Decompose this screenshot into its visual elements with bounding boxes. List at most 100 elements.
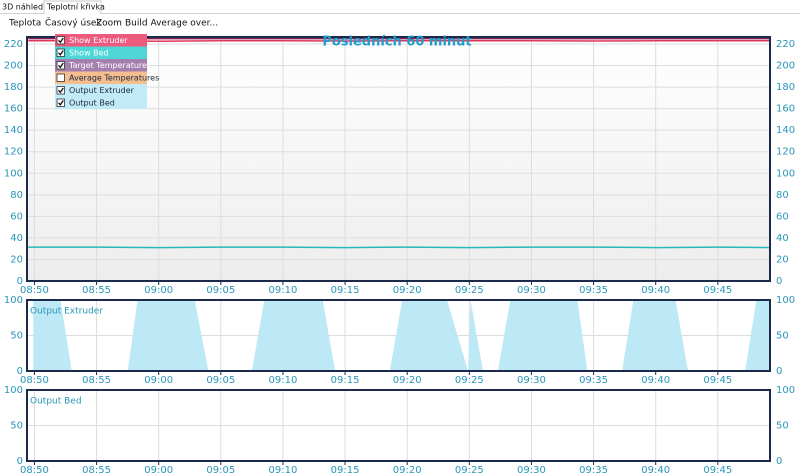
y-tick-label: 200 bbox=[4, 61, 23, 72]
check-mark bbox=[58, 37, 64, 44]
legend-swatch bbox=[55, 34, 147, 47]
x-tick-label: 09:25 bbox=[455, 375, 484, 386]
y-tick-label: 0 bbox=[17, 276, 23, 287]
legend-swatch bbox=[55, 71, 147, 84]
checkbox[interactable] bbox=[56, 73, 65, 82]
x-tick-label: 09:20 bbox=[393, 285, 422, 296]
x-tick-label: 09:20 bbox=[393, 375, 422, 386]
chart-title: Output Bed bbox=[30, 397, 82, 407]
tab[interactable]: Teplotní křivka bbox=[46, 3, 105, 12]
output-area bbox=[33, 300, 770, 371]
y-tick-label: 160 bbox=[4, 104, 23, 115]
y-tick-label: 60 bbox=[10, 211, 23, 222]
tab-frame bbox=[43, 0, 102, 14]
checkbox[interactable] bbox=[56, 98, 65, 107]
checkbox[interactable] bbox=[56, 48, 65, 57]
menu-item[interactable]: Zoom bbox=[96, 19, 122, 29]
x-tick-label: 09:05 bbox=[206, 375, 235, 386]
y-tick-label-right: 180 bbox=[776, 82, 795, 93]
x-tick-label: 08:55 bbox=[82, 285, 111, 296]
y-tick-label-right: 40 bbox=[776, 233, 789, 244]
x-tick-label: 09:25 bbox=[455, 285, 484, 296]
x-tick-label: 09:45 bbox=[703, 285, 732, 296]
y-tick-label-right: 100 bbox=[776, 385, 795, 396]
check-mark bbox=[58, 62, 64, 69]
x-tick-label: 09:45 bbox=[703, 375, 732, 386]
y-tick-label-right: 100 bbox=[776, 295, 795, 306]
y-tick-label: 220 bbox=[4, 39, 23, 50]
x-tick-label: 09:35 bbox=[579, 285, 608, 296]
y-tick-label: 40 bbox=[10, 233, 23, 244]
x-tick-label: 09:15 bbox=[331, 465, 360, 475]
y-tick-label: 80 bbox=[10, 190, 23, 201]
x-tick-label: 09:45 bbox=[703, 465, 732, 475]
legend-label[interactable]: Target Temperatures bbox=[68, 61, 151, 70]
legend-swatch bbox=[55, 84, 147, 97]
y-tick-label-right: 0 bbox=[776, 456, 782, 467]
x-tick-label: 08:55 bbox=[82, 375, 111, 386]
x-tick-label: 09:40 bbox=[641, 375, 670, 386]
checkbox[interactable] bbox=[56, 86, 65, 95]
x-tick-label: 09:05 bbox=[206, 285, 235, 296]
tab[interactable]: 3D náhled bbox=[2, 3, 43, 12]
x-tick-label: 09:15 bbox=[331, 375, 360, 386]
x-tick-label: 09:30 bbox=[517, 285, 546, 296]
legend-label[interactable]: Average Temperatures bbox=[69, 74, 159, 83]
legend-label[interactable]: Show Bed bbox=[69, 49, 109, 58]
x-tick-label: 09:00 bbox=[144, 285, 173, 296]
x-tick-label: 09:10 bbox=[269, 285, 298, 296]
legend-swatch bbox=[55, 59, 147, 72]
check-mark bbox=[58, 100, 64, 106]
legend-swatch bbox=[55, 96, 147, 109]
x-tick-label: 09:40 bbox=[641, 285, 670, 296]
chart-title: Posledních 60 minut bbox=[322, 35, 471, 50]
y-tick-label-right: 50 bbox=[776, 421, 789, 432]
legend-swatch bbox=[55, 46, 147, 59]
x-tick-label: 09:30 bbox=[517, 375, 546, 386]
x-tick-label: 09:30 bbox=[517, 465, 546, 475]
y-tick-label-right: 60 bbox=[776, 211, 789, 222]
y-tick-label: 140 bbox=[4, 125, 23, 136]
y-tick-label: 50 bbox=[10, 331, 23, 342]
y-tick-label-right: 50 bbox=[776, 331, 789, 342]
menu-item[interactable]: Časový úsek bbox=[45, 17, 102, 29]
x-tick-label: 08:50 bbox=[20, 465, 49, 475]
plot-frame bbox=[26, 36, 771, 282]
x-tick-label: 09:40 bbox=[641, 465, 670, 475]
legend-label[interactable]: Output Bed bbox=[69, 99, 115, 108]
menu-item[interactable]: Build Average over... bbox=[125, 19, 218, 29]
y-tick-label: 20 bbox=[10, 254, 23, 265]
y-tick-label: 50 bbox=[10, 421, 23, 432]
y-tick-label: 100 bbox=[4, 168, 23, 179]
y-tick-label-right: 140 bbox=[776, 125, 795, 136]
x-tick-label: 09:15 bbox=[331, 285, 360, 296]
y-tick-label: 100 bbox=[4, 385, 23, 396]
x-tick-label: 09:35 bbox=[579, 465, 608, 475]
y-tick-label: 0 bbox=[17, 456, 23, 467]
y-tick-label-right: 220 bbox=[776, 39, 795, 50]
y-tick-label: 120 bbox=[4, 147, 23, 158]
x-tick-label: 08:50 bbox=[20, 285, 49, 296]
x-tick-label: 09:00 bbox=[144, 375, 173, 386]
y-tick-label-right: 0 bbox=[776, 276, 782, 287]
y-tick-label-right: 0 bbox=[776, 366, 782, 377]
x-tick-label: 09:10 bbox=[269, 465, 298, 475]
checkbox[interactable] bbox=[56, 61, 65, 70]
menu-item[interactable]: Teplota bbox=[8, 19, 41, 29]
x-tick-label: 09:10 bbox=[269, 375, 298, 386]
y-tick-label: 180 bbox=[4, 82, 23, 93]
x-tick-label: 09:35 bbox=[579, 375, 608, 386]
checkbox[interactable] bbox=[56, 36, 65, 45]
y-tick-label-right: 120 bbox=[776, 147, 795, 158]
y-tick-label: 0 bbox=[17, 366, 23, 377]
temperature-line bbox=[28, 246, 771, 249]
x-tick-label: 09:20 bbox=[393, 465, 422, 475]
legend-label[interactable]: Show Extruder bbox=[69, 36, 128, 45]
legend-label[interactable]: Output Extruder bbox=[69, 86, 135, 95]
chart-title: Output Extruder bbox=[30, 307, 103, 317]
y-tick-label-right: 100 bbox=[776, 168, 795, 179]
check-mark bbox=[58, 50, 64, 56]
y-tick-label-right: 200 bbox=[776, 61, 795, 72]
